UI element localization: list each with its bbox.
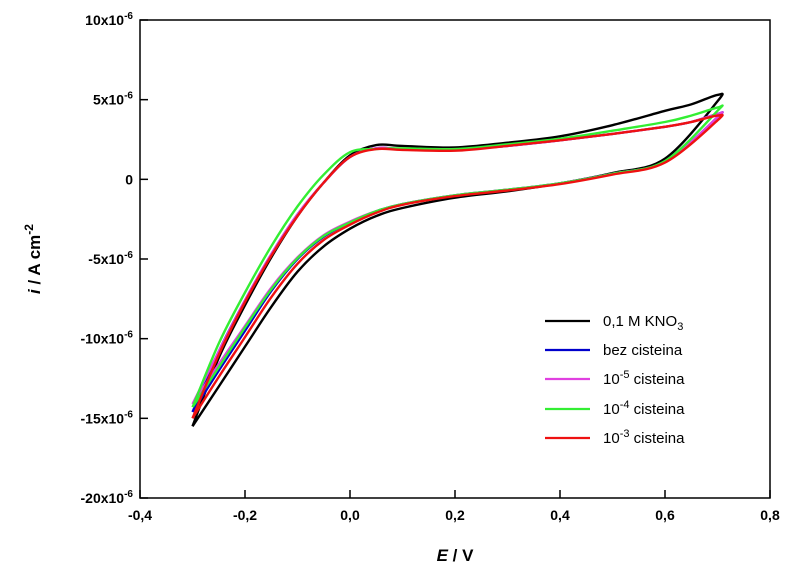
legend-label-0: 0,1 M KNO3 <box>603 313 683 333</box>
x-tick-label-2: 0,0 <box>340 507 360 523</box>
legend-label-4: 10-3 cisteina <box>603 428 685 447</box>
x-tick-label-5: 0,6 <box>655 507 675 523</box>
x-axis-ticks: -0,4 -0,2 0,0 0,2 0,4 0,6 0,8 <box>128 490 780 523</box>
legend-label-1: bez cisteina <box>603 342 683 359</box>
y-tick-label-5: -15x10-6 <box>81 409 134 426</box>
y-tick-label-4: -10x10-6 <box>81 330 134 347</box>
series-line-1 <box>191 111 724 413</box>
legend-label-2: 10-5 cisteina <box>603 369 685 388</box>
y-tick-label-1: 5x10-6 <box>93 91 133 108</box>
y-axis-title: i / A cm-2 <box>22 224 44 294</box>
x-tick-label-1: -0,2 <box>233 507 257 523</box>
x-tick-label-6: 0,8 <box>760 507 780 523</box>
plot-frame <box>139 19 771 499</box>
legend-label-3: 10-4 cisteina <box>603 399 685 418</box>
x-tick-label-0: -0,4 <box>128 507 152 523</box>
series-line-3 <box>191 104 724 408</box>
x-axis-title: E / V <box>437 546 475 565</box>
data-series <box>191 92 724 427</box>
y-tick-label-6: -20x10-6 <box>81 489 134 506</box>
x-tick-label-4: 0,4 <box>550 507 570 523</box>
y-tick-label-2: 0 <box>125 171 133 187</box>
series-line-4 <box>191 113 724 419</box>
y-tick-label-3: -5x10-6 <box>88 250 133 267</box>
y-tick-label-0: 10x10-6 <box>85 11 133 28</box>
x-tick-label-3: 0,2 <box>445 507 465 523</box>
y-axis-ticks: 10x10-6 5x10-6 0 -5x10-6 -10x10-6 -15x10-6 -20… <box>81 11 148 506</box>
legend: 0,1 M KNO3 bez cisteina 10-5 cisteina 10… <box>545 313 685 447</box>
